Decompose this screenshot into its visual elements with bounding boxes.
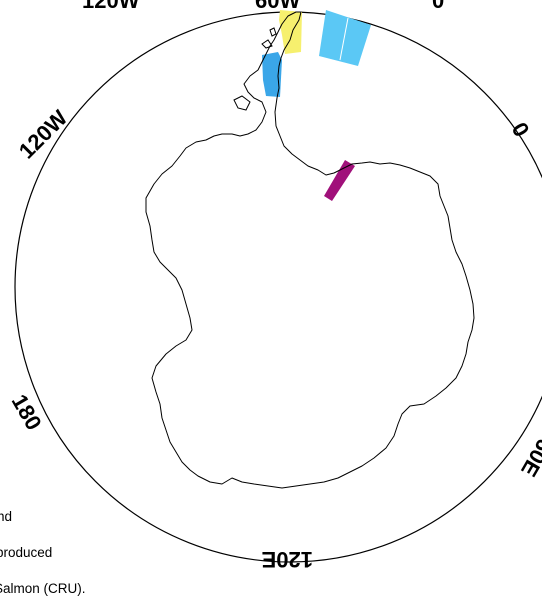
- lon-label-60w-top: 60W: [255, 0, 300, 13]
- credit-line-3: Salmon (CRU).: [0, 581, 86, 596]
- lon-label-180-left: 180: [7, 390, 47, 434]
- lon-label-120w-top: 120W: [82, 0, 140, 13]
- credit-line-1: nd: [0, 509, 13, 524]
- sky-blue-region: [319, 10, 371, 66]
- lon-label-60e-right: 60E: [516, 435, 542, 481]
- lon-label-120w-left: 120W: [14, 105, 72, 163]
- sky-blue-region-divider: [339, 17, 349, 61]
- antarctica-coastline: [145, 11, 475, 489]
- lon-label-120e-bottom: 120E: [262, 547, 313, 572]
- peninsula-islands: [233, 27, 277, 111]
- purple-region: [324, 160, 355, 201]
- lon-label-0-top: 0: [432, 0, 444, 13]
- credit-text: nd produced Salmon (CRU).: [0, 487, 86, 607]
- blue-region: [262, 52, 282, 97]
- credit-line-2: produced: [0, 545, 53, 560]
- antarctica-map: 120W 60W 0 120W 0 180 60E 120E: [7, 0, 542, 572]
- yellow-region: [279, 10, 302, 54]
